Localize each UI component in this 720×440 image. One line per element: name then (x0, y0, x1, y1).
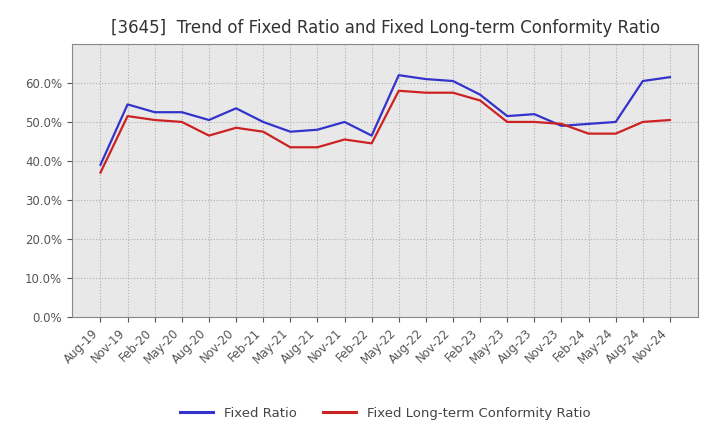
Fixed Ratio (611, 119, 620, 125)
Fixed Long-term Conformity Ratio (639, 119, 647, 125)
Fixed Ratio (503, 114, 511, 119)
Fixed Ratio (530, 111, 539, 117)
Fixed Long-term Conformity Ratio (367, 141, 376, 146)
Fixed Ratio (313, 127, 322, 132)
Legend: Fixed Ratio, Fixed Long-term Conformity Ratio: Fixed Ratio, Fixed Long-term Conformity … (175, 401, 595, 425)
Title: [3645]  Trend of Fixed Ratio and Fixed Long-term Conformity Ratio: [3645] Trend of Fixed Ratio and Fixed Lo… (111, 19, 660, 37)
Fixed Long-term Conformity Ratio (449, 90, 457, 95)
Fixed Ratio (665, 74, 674, 80)
Fixed Ratio (96, 162, 105, 168)
Fixed Long-term Conformity Ratio (150, 117, 159, 123)
Fixed Ratio (123, 102, 132, 107)
Fixed Long-term Conformity Ratio (665, 117, 674, 123)
Fixed Long-term Conformity Ratio (178, 119, 186, 125)
Fixed Ratio (341, 119, 349, 125)
Fixed Long-term Conformity Ratio (259, 129, 268, 134)
Fixed Long-term Conformity Ratio (503, 119, 511, 125)
Fixed Long-term Conformity Ratio (476, 98, 485, 103)
Fixed Ratio (178, 110, 186, 115)
Fixed Long-term Conformity Ratio (96, 170, 105, 175)
Fixed Ratio (204, 117, 213, 123)
Fixed Long-term Conformity Ratio (286, 145, 294, 150)
Fixed Ratio (476, 92, 485, 97)
Fixed Long-term Conformity Ratio (421, 90, 430, 95)
Fixed Long-term Conformity Ratio (123, 114, 132, 119)
Fixed Ratio (286, 129, 294, 134)
Fixed Ratio (421, 77, 430, 82)
Fixed Long-term Conformity Ratio (611, 131, 620, 136)
Fixed Long-term Conformity Ratio (557, 121, 566, 127)
Fixed Ratio (259, 119, 268, 125)
Fixed Ratio (584, 121, 593, 127)
Fixed Long-term Conformity Ratio (341, 137, 349, 142)
Fixed Ratio (395, 73, 403, 78)
Fixed Long-term Conformity Ratio (313, 145, 322, 150)
Fixed Ratio (639, 78, 647, 84)
Fixed Ratio (557, 123, 566, 128)
Fixed Ratio (367, 133, 376, 138)
Fixed Long-term Conformity Ratio (204, 133, 213, 138)
Fixed Long-term Conformity Ratio (530, 119, 539, 125)
Fixed Long-term Conformity Ratio (232, 125, 240, 130)
Fixed Ratio (150, 110, 159, 115)
Fixed Long-term Conformity Ratio (395, 88, 403, 93)
Line: Fixed Long-term Conformity Ratio: Fixed Long-term Conformity Ratio (101, 91, 670, 172)
Fixed Long-term Conformity Ratio (584, 131, 593, 136)
Fixed Ratio (232, 106, 240, 111)
Fixed Ratio (449, 78, 457, 84)
Line: Fixed Ratio: Fixed Ratio (101, 75, 670, 165)
